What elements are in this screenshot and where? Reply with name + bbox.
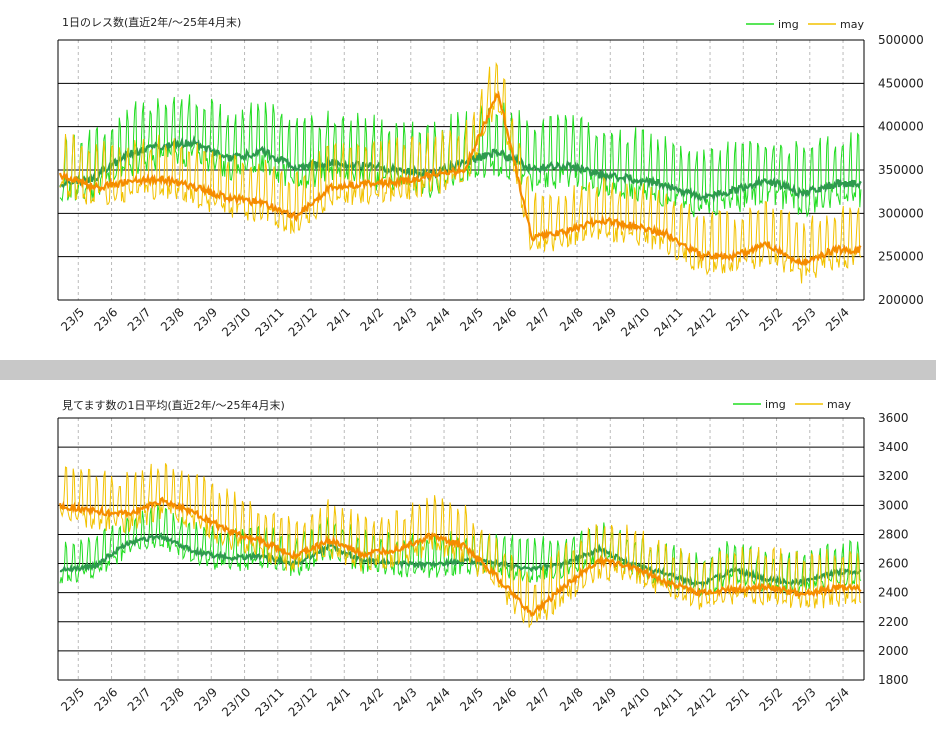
x-tick-label: 23/7 bbox=[125, 305, 154, 334]
series-img-average-line bbox=[59, 134, 862, 204]
x-tick-label: 23/11 bbox=[252, 305, 286, 339]
x-tick-label: 24/2 bbox=[357, 305, 386, 334]
x-tick-label: 24/12 bbox=[685, 305, 719, 339]
y-tick-label: 250000 bbox=[878, 250, 924, 264]
chart-viewers-average: 見てます数の1日平均(直近2年/～25年4月末) 1800 2000 2200 240… bbox=[0, 380, 936, 741]
x-tick-label: 23/8 bbox=[158, 685, 187, 714]
series-img-daily-line bbox=[59, 94, 862, 218]
x-tick-label: 24/5 bbox=[457, 305, 486, 334]
x-tick-label: 25/4 bbox=[823, 685, 852, 714]
legend: img may bbox=[733, 398, 851, 411]
x-tick-label: 24/2 bbox=[357, 685, 386, 714]
x-tick-label: 24/1 bbox=[324, 305, 353, 334]
x-tick-label: 24/7 bbox=[524, 685, 553, 714]
x-tick-label: 25/3 bbox=[790, 685, 819, 714]
x-tick-label: 24/3 bbox=[391, 685, 420, 714]
legend-label-img: img bbox=[778, 18, 799, 31]
x-tick-label: 24/3 bbox=[391, 305, 420, 334]
chart-plot: 1800 2000 2200 2400 2600 2800 3000 3200 3400 3600… bbox=[57, 398, 909, 719]
x-tick-label: 24/10 bbox=[618, 685, 652, 719]
y-tick-label: 2600 bbox=[878, 557, 909, 571]
series-may-average-line bbox=[58, 90, 862, 267]
y-tick-label: 2000 bbox=[878, 644, 909, 658]
chart-plot: 200000 250000 300000 350000 400000 450000 5000… bbox=[57, 18, 924, 339]
y-tick-label: 2400 bbox=[878, 586, 909, 600]
y-tick-label: 3200 bbox=[878, 469, 909, 483]
x-tick-label: 24/12 bbox=[685, 685, 719, 719]
section-divider bbox=[0, 360, 936, 380]
x-tick-label: 24/8 bbox=[557, 305, 586, 334]
x-tick-label: 24/4 bbox=[424, 685, 453, 714]
x-tick-label: 24/10 bbox=[618, 305, 652, 339]
x-tick-label: 24/9 bbox=[590, 305, 619, 334]
x-tick-label: 24/7 bbox=[524, 305, 553, 334]
x-tick-label: 23/8 bbox=[158, 305, 187, 334]
x-tick-label: 23/10 bbox=[219, 685, 253, 719]
series-may-daily-line bbox=[59, 463, 862, 628]
y-tick-label: 2800 bbox=[878, 527, 909, 541]
x-tick-label: 24/1 bbox=[324, 685, 353, 714]
y-tick-label: 3000 bbox=[878, 498, 909, 512]
x-tick-label: 23/9 bbox=[191, 305, 220, 334]
series-may-average-line bbox=[58, 496, 862, 618]
legend-label-may: may bbox=[840, 18, 864, 31]
legend: img may bbox=[746, 18, 864, 31]
y-tick-label: 450000 bbox=[878, 76, 924, 90]
x-tick-label: 23/5 bbox=[58, 305, 87, 334]
x-tick-label: 23/6 bbox=[91, 305, 120, 334]
y-tick-label: 2200 bbox=[878, 615, 909, 629]
y-tick-label: 300000 bbox=[878, 206, 924, 220]
x-tick-label: 25/1 bbox=[723, 305, 752, 334]
x-tick-label: 24/11 bbox=[651, 305, 685, 339]
y-tick-label: 500000 bbox=[878, 33, 924, 47]
x-tick-label: 23/6 bbox=[91, 685, 120, 714]
x-tick-label: 23/5 bbox=[58, 685, 87, 714]
x-tick-label: 25/2 bbox=[756, 305, 785, 334]
y-tick-label: 400000 bbox=[878, 120, 924, 134]
series-may-daily-line bbox=[59, 61, 862, 284]
x-tick-label: 24/6 bbox=[490, 685, 519, 714]
x-tick-label: 24/11 bbox=[651, 685, 685, 719]
x-tick-label: 23/11 bbox=[252, 685, 286, 719]
x-tick-label: 25/4 bbox=[823, 305, 852, 334]
series-img-daily-line bbox=[59, 505, 862, 597]
x-tick-label: 24/9 bbox=[590, 685, 619, 714]
x-tick-label: 23/9 bbox=[191, 685, 220, 714]
x-tick-label: 25/2 bbox=[756, 685, 785, 714]
y-tick-label: 3400 bbox=[878, 440, 909, 454]
x-tick-label: 25/3 bbox=[790, 305, 819, 334]
chart-daily-posts: 1日のレス数(直近2年/～25年4月末) 200000 250000 300000 3… bbox=[0, 0, 936, 360]
y-tick-label: 3600 bbox=[878, 411, 909, 425]
y-tick-label: 350000 bbox=[878, 163, 924, 177]
x-tick-label: 24/8 bbox=[557, 685, 586, 714]
series-img-average-line bbox=[59, 532, 862, 591]
chart-title: 見てます数の1日平均(直近2年/～25年4月末) bbox=[62, 399, 285, 412]
x-tick-label: 24/4 bbox=[424, 305, 453, 334]
legend-label-may: may bbox=[827, 398, 851, 411]
x-tick-label: 24/5 bbox=[457, 685, 486, 714]
legend-label-img: img bbox=[765, 398, 786, 411]
x-tick-label: 23/7 bbox=[125, 685, 154, 714]
y-tick-label: 200000 bbox=[878, 293, 924, 307]
x-tick-label: 24/6 bbox=[490, 305, 519, 334]
x-tick-label: 23/12 bbox=[286, 685, 320, 719]
x-tick-label: 25/1 bbox=[723, 685, 752, 714]
chart-title: 1日のレス数(直近2年/～25年4月末) bbox=[62, 16, 242, 29]
x-tick-label: 23/12 bbox=[286, 305, 320, 339]
x-tick-label: 23/10 bbox=[219, 305, 253, 339]
y-tick-label: 1800 bbox=[878, 673, 909, 687]
